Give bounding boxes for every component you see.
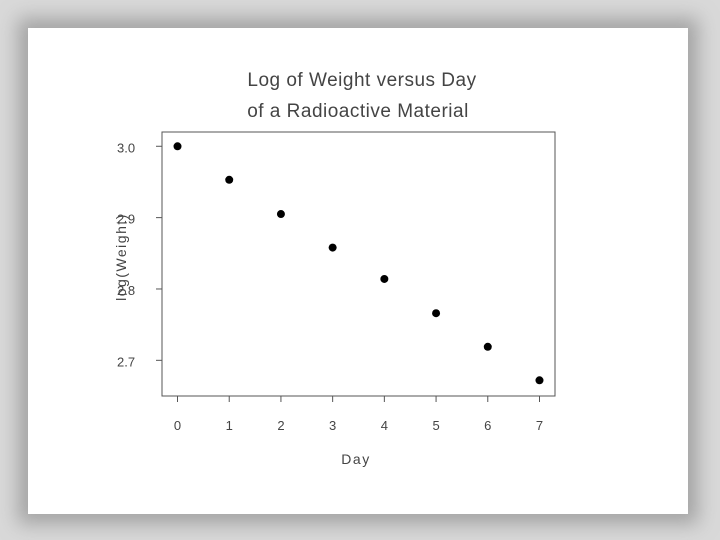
x-axis: 0 1 2 3 4 5 6 7 [174,396,543,433]
x-tick-label: 1 [226,418,233,433]
x-tick-label: 3 [329,418,336,433]
plot-frame [161,131,556,397]
data-point [535,376,544,385]
x-axis-label: Day [341,451,370,467]
x-tick-label: 4 [381,418,388,433]
data-point [173,142,182,151]
data-point [483,342,492,351]
y-axis: 2.7 2.8 2.9 3.0 [117,140,162,369]
data-point [276,210,285,219]
chart-title-line-2: of a Radioactive Material [247,101,469,122]
y-tick-label: 2.9 [117,212,135,227]
data-points [173,142,544,385]
slide: Log of Weight versus Day of a Radioactiv… [28,28,688,514]
x-tick-label: 7 [536,418,543,433]
chart-title-line-1: Log of Weight versus Day [247,70,476,91]
y-tick-label: 2.7 [117,354,135,369]
chart: Log of Weight versus Day of a Radioactiv… [113,70,556,467]
x-tick-label: 6 [484,418,491,433]
y-tick-label: 2.8 [117,283,135,298]
data-point [225,175,234,184]
x-tick-label: 0 [174,418,181,433]
data-point [328,243,337,252]
x-tick-label: 2 [277,418,284,433]
data-point [380,274,389,283]
y-axis-label: log(Weight) [113,213,129,301]
x-tick-label: 5 [432,418,439,433]
y-tick-label: 3.0 [117,140,135,155]
data-point [432,309,441,318]
